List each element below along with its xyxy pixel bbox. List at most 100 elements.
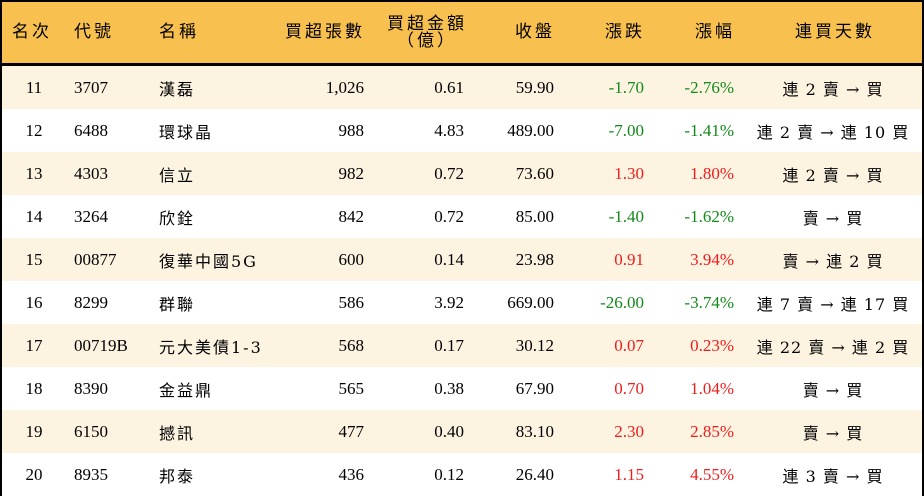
close-cell: 85.00 [515, 206, 554, 226]
net-buy-lots-cell: 565 [338, 378, 365, 398]
streak-cell: 賣 → 買 [802, 380, 864, 400]
net-buy-amount-cell: 3.92 [434, 292, 464, 312]
header-net-buy-lots: 買超張數 [285, 22, 365, 42]
streak-cell: 賣 → 買 [802, 208, 864, 228]
close-cell: 23.98 [515, 249, 554, 269]
net-buy-amount-cell: 0.12 [434, 464, 464, 484]
close-cell: 59.90 [515, 77, 554, 97]
change-cell: -1.70 [608, 77, 644, 97]
rank-cell: 12 [25, 120, 43, 140]
close-cell: 26.40 [515, 464, 554, 484]
net-buy-amount-cell: 0.14 [434, 249, 464, 269]
table-row: 19 6150 撼訊 477 0.40 83.10 2.30 2.85% 賣 →… [2, 410, 922, 453]
header-net-buy-amount-line1: 買超金額 [387, 13, 467, 34]
name-cell: 環球晶 [159, 122, 214, 142]
code-cell: 8390 [74, 378, 108, 398]
net-buy-amount-cell: 0.61 [434, 77, 464, 97]
net-buy-lots-cell: 586 [338, 292, 365, 312]
table-row: 18 8390 金益鼎 565 0.38 67.90 0.70 1.04% 賣 … [2, 367, 922, 410]
rank-cell: 18 [25, 378, 43, 398]
code-cell: 6488 [74, 120, 108, 140]
net-buy-amount-cell: 0.17 [434, 335, 464, 355]
name-cell: 元大美債1-3 [159, 337, 263, 357]
change-cell: -7.00 [608, 120, 644, 140]
code-cell: 6150 [74, 421, 108, 441]
streak-cell: 連 2 賣 → 連 10 買 [756, 122, 910, 142]
streak-cell: 連 7 賣 → 連 17 買 [756, 294, 910, 314]
change-pct-cell: -1.41% [684, 120, 734, 140]
header-rank: 名次 [12, 22, 52, 42]
code-cell: 3264 [74, 206, 108, 226]
net-buy-lots-cell: 1,026 [325, 77, 364, 97]
streak-cell: 連 2 賣 → 買 [782, 165, 884, 185]
streak-cell: 賣 → 連 2 買 [782, 251, 884, 271]
table-row: 16 8299 群聯 586 3.92 669.00 -26.00 -3.74%… [2, 281, 922, 324]
change-pct-cell: 1.04% [690, 378, 734, 398]
net-buy-lots-cell: 842 [338, 206, 365, 226]
net-buy-amount-cell: 0.38 [434, 378, 464, 398]
rank-cell: 15 [25, 249, 43, 269]
streak-cell: 賣 → 買 [802, 423, 864, 443]
change-pct-cell: -1.62% [684, 206, 734, 226]
change-cell: 1.30 [614, 163, 644, 183]
net-buy-amount-cell: 4.83 [434, 120, 464, 140]
net-buy-lots-cell: 568 [338, 335, 365, 355]
net-buy-lots-cell: 982 [338, 163, 365, 183]
change-pct-cell: 3.94% [690, 249, 734, 269]
close-cell: 30.12 [515, 335, 554, 355]
change-pct-cell: 4.55% [690, 464, 734, 484]
net-buy-lots-cell: 600 [338, 249, 365, 269]
streak-cell: 連 3 賣 → 買 [782, 466, 884, 486]
change-cell: 1.15 [614, 464, 644, 484]
code-cell: 4303 [74, 163, 108, 183]
name-cell: 群聯 [159, 294, 196, 314]
table-row: 20 8935 邦泰 436 0.12 26.40 1.15 4.55% 連 3… [2, 453, 922, 496]
change-cell: -1.40 [608, 206, 644, 226]
code-cell: 8935 [74, 464, 108, 484]
table-row: 15 00877 復華中國5G 600 0.14 23.98 0.91 3.94… [2, 238, 922, 281]
net-buy-amount-cell: 0.40 [434, 421, 464, 441]
header-code: 代號 [74, 22, 114, 42]
rank-cell: 13 [25, 163, 43, 183]
code-cell: 00719B [74, 335, 128, 355]
net-buy-lots-cell: 436 [338, 464, 365, 484]
header-net-buy-amount-line2: （億） [397, 30, 457, 51]
table-row: 14 3264 欣銓 842 0.72 85.00 -1.40 -1.62% 賣… [2, 195, 922, 238]
net-buy-lots-cell: 477 [338, 421, 365, 441]
change-pct-cell: 2.85% [690, 421, 734, 441]
change-cell: 0.91 [614, 249, 644, 269]
close-cell: 489.00 [507, 120, 554, 140]
net-buy-lots-cell: 988 [338, 120, 365, 140]
name-cell: 欣銓 [159, 208, 196, 228]
name-cell: 復華中國5G [159, 251, 258, 271]
code-cell: 3707 [74, 77, 108, 97]
net-buy-amount-cell: 0.72 [434, 163, 464, 183]
change-pct-cell: 1.80% [690, 163, 734, 183]
rank-cell: 11 [25, 77, 43, 97]
table-body: 11 3707 漢磊 1,026 0.61 59.90 -1.70 -2.76%… [2, 66, 922, 496]
rank-cell: 17 [25, 335, 43, 355]
streak-cell: 連 22 賣 → 連 2 買 [756, 337, 910, 357]
rank-cell: 14 [25, 206, 43, 226]
header-change-pct: 漲幅 [695, 22, 735, 42]
header-net-buy-amount: 買超金額 （億） [385, 2, 469, 63]
close-cell: 73.60 [515, 163, 554, 183]
name-cell: 撼訊 [159, 423, 196, 443]
header-change: 漲跌 [605, 22, 645, 42]
change-pct-cell: -3.74% [684, 292, 734, 312]
table-header: 名次 代號 名稱 買超張數 買超金額 （億） 收盤 漲跌 漲幅 連買天數 [2, 2, 922, 66]
header-streak: 連買天數 [795, 22, 875, 42]
table-row: 13 4303 信立 982 0.72 73.60 1.30 1.80% 連 2… [2, 152, 922, 195]
code-cell: 00877 [74, 249, 117, 269]
table-row: 11 3707 漢磊 1,026 0.61 59.90 -1.70 -2.76%… [2, 66, 922, 109]
change-cell: 0.07 [614, 335, 644, 355]
change-pct-cell: -2.76% [684, 77, 734, 97]
name-cell: 邦泰 [159, 466, 196, 486]
change-cell: 2.30 [614, 421, 644, 441]
name-cell: 信立 [159, 165, 196, 185]
change-cell: 0.70 [614, 378, 644, 398]
rank-cell: 20 [25, 464, 43, 484]
close-cell: 67.90 [515, 378, 554, 398]
table-row: 17 00719B 元大美債1-3 568 0.17 30.12 0.07 0.… [2, 324, 922, 367]
